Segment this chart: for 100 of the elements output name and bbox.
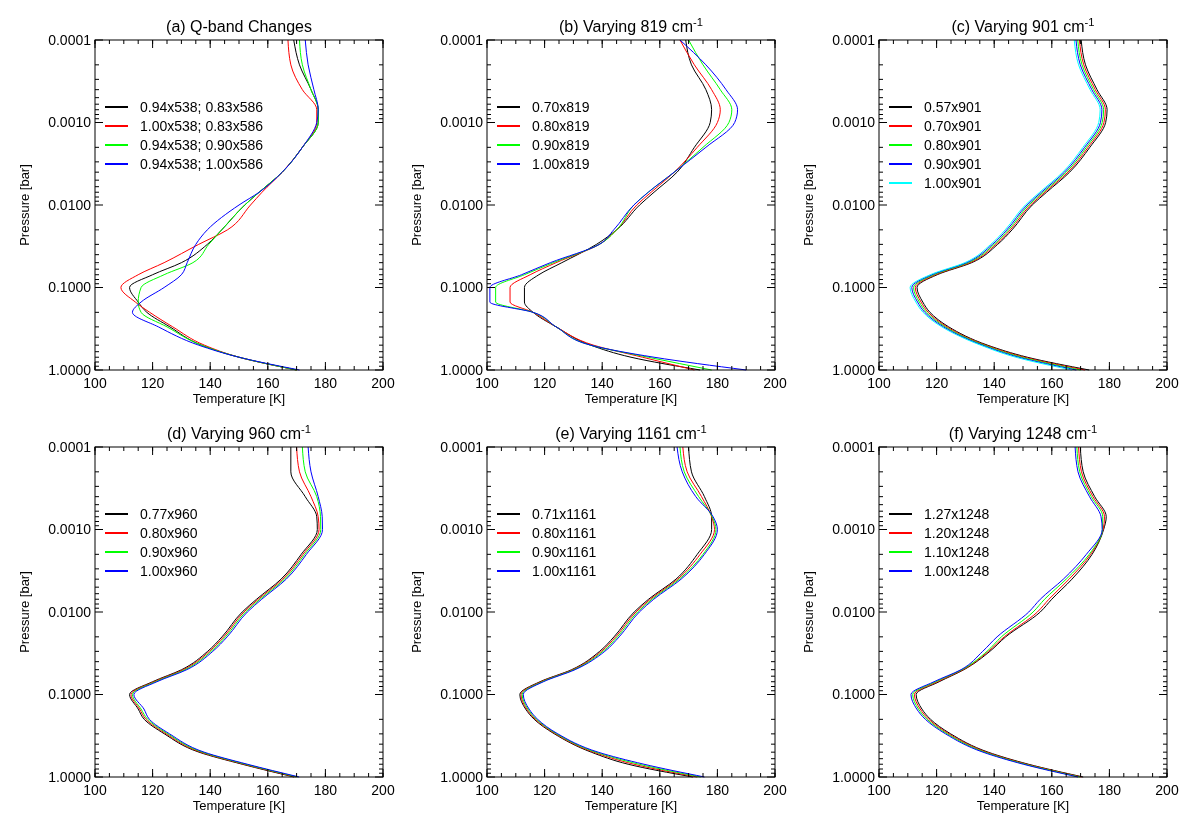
x-axis-title: Temperature [K] (192, 391, 286, 406)
y-tick-label: 0.0001 (832, 31, 876, 48)
x-tick-label: 140 (590, 782, 615, 798)
y-tick-label: 0.1000 (440, 279, 484, 296)
chart-title: (a) Q-band Changes (166, 18, 312, 35)
x-tick-label: 160 (648, 375, 672, 391)
x-tick-label: 200 (371, 782, 395, 798)
legend-label: 0.71x1161 (532, 505, 597, 522)
y-tick-label: 0.0010 (440, 114, 484, 131)
y-tick-label: 1.0000 (832, 768, 876, 785)
legend-label: 1.00x538; 0.83x586 (140, 117, 264, 134)
y-tick-label: 0.0001 (832, 438, 876, 455)
legend-label: 0.80x819 (532, 117, 590, 134)
legend-label: 0.90x819 (532, 136, 590, 153)
y-tick-label: 0.0010 (832, 521, 876, 538)
x-tick-label: 180 (1097, 782, 1122, 798)
y-tick-label: 0.0100 (440, 603, 484, 620)
legend-label: 0.80x901 (924, 136, 982, 153)
y-axis-title: Pressure [bar] (17, 164, 32, 246)
y-tick-label: 1.0000 (832, 361, 876, 378)
y-tick-label: 0.0010 (48, 114, 92, 131)
y-axis-title: Pressure [bar] (409, 164, 424, 246)
x-axis-title: Temperature [K] (192, 798, 286, 813)
legend-label: 0.94x538; 1.00x586 (140, 155, 264, 172)
x-tick-label: 180 (313, 782, 338, 798)
y-tick-label: 0.1000 (48, 686, 92, 703)
legend-label: 0.90x1161 (532, 543, 597, 560)
y-tick-label: 1.0000 (440, 361, 484, 378)
legend-label: 1.20x1248 (924, 524, 990, 541)
x-tick-label: 140 (198, 782, 223, 798)
x-tick-label: 180 (705, 375, 730, 391)
x-tick-label: 100 (475, 375, 499, 391)
x-tick-label: 160 (648, 782, 672, 798)
legend-label: 1.10x1248 (924, 543, 990, 560)
y-tick-label: 0.0010 (48, 521, 92, 538)
x-tick-label: 120 (140, 375, 165, 391)
y-tick-label: 0.1000 (832, 279, 876, 296)
y-tick-label: 0.0001 (440, 438, 484, 455)
y-tick-label: 0.0010 (440, 521, 484, 538)
chart-title: (c) Varying 901 cm$^{-1}$ (951, 16, 1095, 35)
x-tick-label: 200 (763, 375, 787, 391)
x-tick-label: 100 (475, 782, 499, 798)
chart-title: (e) Varying 1161 cm$^{-1}$ (555, 423, 707, 442)
legend-label: 0.90x960 (140, 543, 198, 560)
legend-label: 0.80x1161 (532, 524, 597, 541)
x-tick-label: 140 (198, 375, 223, 391)
x-axis-title: Temperature [K] (584, 391, 678, 406)
x-tick-label: 100 (83, 782, 107, 798)
y-tick-label: 0.1000 (48, 279, 92, 296)
y-axis-title: Pressure [bar] (801, 571, 816, 653)
x-tick-label: 200 (763, 782, 787, 798)
legend-label: 1.00x960 (140, 562, 198, 579)
legend-label: 1.00x819 (532, 155, 590, 172)
x-tick-label: 160 (1040, 782, 1064, 798)
legend-label: 0.57x901 (924, 98, 982, 115)
y-tick-label: 0.1000 (440, 686, 484, 703)
y-axis-title: Pressure [bar] (409, 571, 424, 653)
legend-label: 1.00x1248 (924, 562, 990, 579)
legend-label: 0.94x538; 0.83x586 (140, 98, 264, 115)
y-axis-title: Pressure [bar] (17, 571, 32, 653)
legend-label: 0.90x901 (924, 155, 982, 172)
y-tick-label: 1.0000 (48, 361, 92, 378)
legend-label: 1.00x901 (924, 174, 982, 191)
x-axis-title: Temperature [K] (584, 798, 678, 813)
y-tick-label: 0.0001 (48, 31, 92, 48)
x-tick-label: 200 (1155, 375, 1179, 391)
x-tick-label: 160 (256, 782, 280, 798)
legend-label: 0.94x538; 0.90x586 (140, 136, 264, 153)
x-tick-label: 100 (867, 782, 891, 798)
x-tick-label: 100 (83, 375, 107, 391)
x-tick-label: 180 (313, 375, 338, 391)
x-tick-label: 140 (982, 782, 1007, 798)
x-tick-label: 120 (140, 782, 165, 798)
x-axis-title: Temperature [K] (976, 798, 1070, 813)
x-tick-label: 140 (590, 375, 615, 391)
y-tick-label: 1.0000 (440, 768, 484, 785)
legend-label: 1.00x1161 (532, 562, 597, 579)
y-tick-label: 0.0010 (832, 114, 876, 131)
x-tick-label: 120 (532, 375, 557, 391)
x-tick-label: 120 (532, 782, 557, 798)
x-axis-title: Temperature [K] (976, 391, 1070, 406)
x-tick-label: 120 (924, 782, 949, 798)
y-tick-label: 0.0100 (832, 603, 876, 620)
x-tick-label: 160 (256, 375, 280, 391)
legend-label: 0.77x960 (140, 505, 198, 522)
x-tick-label: 160 (1040, 375, 1064, 391)
chart-title: (b) Varying 819 cm$^{-1}$ (559, 16, 703, 35)
y-tick-label: 0.0100 (832, 196, 876, 213)
y-tick-label: 0.1000 (832, 686, 876, 703)
x-tick-label: 120 (924, 375, 949, 391)
x-tick-label: 180 (705, 782, 730, 798)
x-tick-label: 180 (1097, 375, 1122, 391)
y-axis-title: Pressure [bar] (801, 164, 816, 246)
x-tick-label: 140 (982, 375, 1007, 391)
x-tick-label: 200 (371, 375, 395, 391)
chart-title: (f) Varying 1248 cm$^{-1}$ (948, 423, 1098, 442)
x-tick-label: 200 (1155, 782, 1179, 798)
chart-title: (d) Varying 960 cm$^{-1}$ (167, 423, 311, 442)
x-tick-label: 100 (867, 375, 891, 391)
y-tick-label: 0.0100 (48, 196, 92, 213)
